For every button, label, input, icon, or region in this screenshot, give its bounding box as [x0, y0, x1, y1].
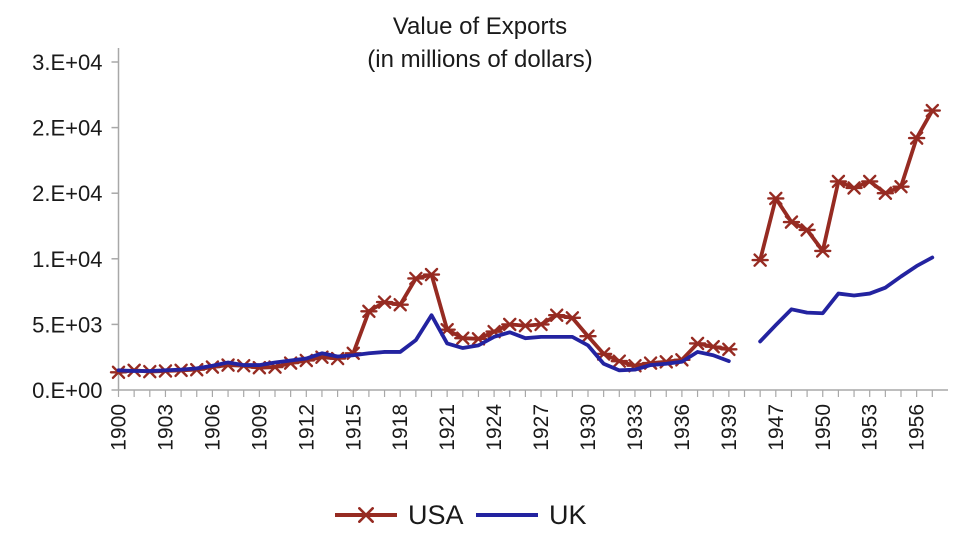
asterisk-marker-icon	[610, 354, 628, 368]
x-tick-label: 1947	[765, 404, 788, 451]
plot-area	[109, 103, 941, 380]
asterisk-marker-icon	[360, 304, 378, 319]
asterisk-marker-icon	[923, 103, 941, 118]
usa-series-line	[758, 108, 935, 263]
asterisk-marker-icon	[751, 253, 769, 267]
uk-series-line	[758, 255, 935, 344]
usa-series-line	[116, 272, 731, 375]
asterisk-marker-icon	[516, 318, 535, 333]
marker-stroke	[471, 332, 486, 346]
y-tick-label: 0.E+00	[32, 378, 102, 403]
marker-stroke	[690, 336, 705, 351]
x-tick-label: 1900	[108, 404, 131, 451]
marker-stroke	[878, 186, 893, 200]
x-tick-label: 1921	[436, 404, 459, 451]
marker-stroke	[816, 244, 830, 258]
marker-stroke	[565, 311, 580, 325]
asterisk-marker-icon	[563, 311, 582, 325]
x-tick-label: 1927	[530, 404, 553, 451]
asterisk-marker-icon	[798, 223, 816, 237]
x-tick-label: 1956	[906, 404, 929, 451]
asterisk-marker-icon	[532, 317, 550, 332]
marker-stroke	[518, 318, 533, 333]
asterisk-marker-icon	[845, 181, 863, 195]
marker-stroke	[831, 174, 846, 189]
asterisk-marker-icon	[688, 336, 707, 351]
marker-stroke	[800, 223, 814, 237]
asterisk-marker-icon	[876, 186, 895, 200]
asterisk-marker-icon	[907, 131, 926, 145]
x-tick-label: 1933	[624, 404, 647, 451]
asterisk-marker-icon	[892, 179, 910, 194]
asterisk-marker-icon	[829, 174, 848, 189]
marker-stroke	[706, 339, 720, 354]
marker-stroke	[769, 191, 783, 206]
asterisk-marker-icon	[454, 331, 472, 345]
asterisk-marker-icon	[501, 317, 519, 332]
marker-stroke	[581, 329, 595, 343]
asterisk-marker-icon	[375, 295, 394, 309]
marker-stroke	[722, 342, 736, 357]
x-tick-label: 1924	[483, 404, 506, 451]
asterisk-marker-icon	[704, 339, 722, 354]
uk-series-line	[116, 313, 731, 373]
x-tick-label: 1903	[154, 404, 177, 451]
asterisk-marker-icon	[407, 271, 425, 286]
asterisk-marker-icon	[767, 191, 785, 206]
asterisk-marker-icon	[861, 174, 879, 189]
marker-stroke	[456, 331, 470, 345]
y-tick-label: 5.E+03	[32, 312, 102, 337]
x-tick-label: 1915	[342, 404, 365, 451]
asterisk-marker-icon	[720, 342, 738, 357]
marker-stroke	[862, 174, 877, 189]
asterisk-marker-icon	[782, 215, 801, 229]
x-tick-label: 1936	[671, 404, 694, 451]
marker-stroke	[909, 131, 924, 145]
marker-stroke	[409, 271, 423, 286]
marker-stroke	[487, 324, 501, 339]
chart-title-line2: (in millions of dollars)	[367, 46, 592, 73]
legend-usa-label: USA	[408, 500, 464, 530]
asterisk-marker-icon	[422, 267, 441, 282]
x-tick-label: 1950	[812, 404, 835, 451]
marker-stroke	[377, 295, 392, 309]
x-tick-label: 1930	[577, 404, 600, 451]
x-tick-label: 1918	[389, 404, 412, 451]
asterisk-marker-icon	[355, 507, 377, 523]
x-tick-label: 1939	[718, 404, 741, 451]
marker-stroke	[612, 354, 627, 368]
asterisk-marker-icon	[579, 329, 597, 343]
legend-uk-label: UK	[549, 500, 587, 530]
chart-title: Value of Exports (in millions of dollars…	[367, 13, 592, 73]
marker-stroke	[925, 103, 940, 118]
marker-stroke	[753, 253, 767, 267]
x-tick-label: 1906	[201, 404, 224, 451]
chart-title-line1: Value of Exports	[393, 13, 567, 40]
x-tick-label: 1912	[295, 404, 318, 451]
marker-stroke	[393, 297, 407, 312]
asterisk-marker-icon	[391, 297, 409, 312]
marker-stroke	[549, 308, 564, 322]
marker-stroke	[424, 267, 439, 282]
axes: 0.E+00 5.E+03 1.E+04 2.E+04 2.E+04 3.E+04 1900…	[32, 48, 948, 451]
y-tick-label: 2.E+04	[32, 116, 102, 141]
y-tick-label: 2.E+04	[32, 181, 102, 206]
y-tick-label: 1.E+04	[32, 247, 102, 272]
y-tick-label: 3.E+04	[32, 50, 102, 75]
x-tick-label: 1953	[859, 404, 882, 451]
legend: USA UK	[335, 500, 587, 530]
asterisk-marker-icon	[814, 244, 832, 258]
marker-stroke	[362, 304, 376, 319]
marker-stroke	[847, 181, 861, 195]
marker-stroke	[534, 317, 548, 332]
marker-stroke	[358, 507, 374, 523]
asterisk-marker-icon	[548, 308, 566, 322]
marker-stroke	[894, 179, 908, 194]
marker-stroke	[784, 215, 799, 229]
marker-stroke	[503, 317, 517, 332]
x-tick-label: 1909	[248, 404, 271, 451]
